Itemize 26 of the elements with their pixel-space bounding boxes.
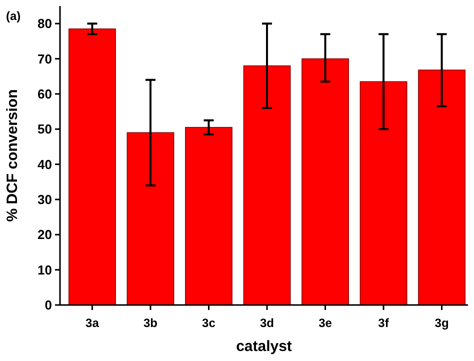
x-tick-label: 3g (434, 316, 449, 330)
y-tick-label: 10 (38, 262, 52, 278)
x-tick-label: 3d (260, 316, 274, 330)
y-tick-label: 80 (38, 16, 52, 32)
y-tick-label: 40 (38, 156, 52, 172)
x-tick-label: 3c (202, 316, 216, 330)
y-tick-label: 50 (38, 122, 52, 137)
y-tick-label: 60 (38, 86, 52, 102)
bar (185, 126, 232, 306)
bar (418, 70, 466, 306)
x-tick-label: 3f (378, 316, 390, 330)
x-tick-label: 3a (86, 316, 100, 330)
y-tick-label: 30 (38, 192, 52, 208)
bar (243, 65, 291, 306)
bar (126, 132, 174, 306)
y-tick-label: 20 (38, 227, 52, 242)
bar (302, 58, 349, 306)
text: (a) (6, 9, 21, 23)
bar (68, 28, 116, 306)
y-tick-label: 0 (44, 298, 52, 313)
bar (360, 81, 408, 306)
y-tick-label: 70 (38, 51, 52, 66)
x-tick-label: 3e (318, 316, 332, 330)
x-tick-label: 3b (143, 316, 158, 330)
x-axis-title: catalyst (236, 338, 292, 355)
y-axis-title: % DCF conversion (4, 89, 21, 222)
